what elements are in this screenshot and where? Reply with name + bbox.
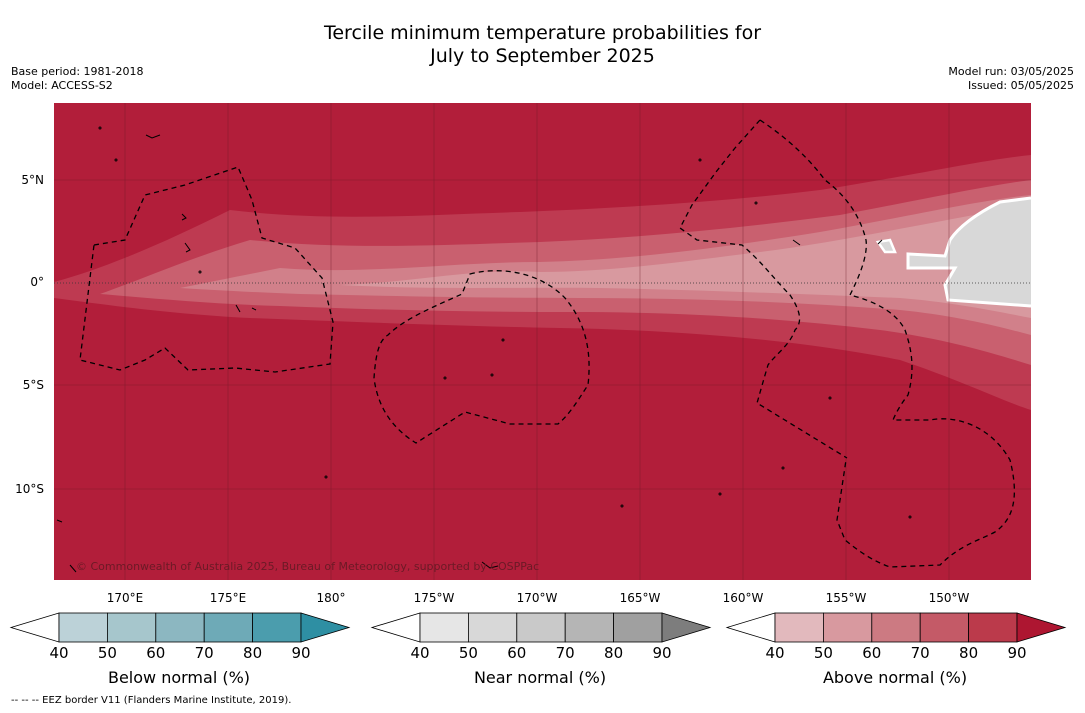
colorbar-above-segment <box>871 612 921 643</box>
lon-tick-label: 170°W <box>517 591 558 605</box>
lon-tick-label: 150°W <box>929 591 970 605</box>
colorbar-near-segment <box>419 612 469 643</box>
colorbar-below-extend-high <box>300 612 351 643</box>
colorbar-near-segment <box>467 612 518 643</box>
eez-tokelau-howland <box>373 270 590 444</box>
colorbar-above-segment <box>919 612 970 643</box>
lon-tick-label: 155°W <box>826 591 867 605</box>
colorbar-above-label: Above normal (%) <box>822 668 968 687</box>
eez-kiribati-gilbert <box>79 166 334 373</box>
colorbar-above-tick-label: 90 <box>1007 644 1026 662</box>
colorbar-near-extend-high <box>661 612 712 643</box>
colorbar-above-normal: 40 50 60 70 80 90 <box>725 612 1067 662</box>
map-copyright: © Commonwealth of Australia 2025, Bureau… <box>76 560 539 573</box>
eez-line-islands-west <box>679 119 848 459</box>
colorbar-above-segment <box>774 612 824 643</box>
lon-tick-labels: 170°E 175°E 180° 175°W 170°W 165°W 160°W… <box>107 591 970 605</box>
graticule <box>54 103 1031 580</box>
colorbar-below-tick-label: 50 <box>98 644 117 662</box>
colorbar-below-tick-label: 40 <box>49 644 68 662</box>
probability-field <box>54 103 1031 580</box>
colorbar-above-tick-label: 80 <box>959 644 978 662</box>
near-normal-boundary <box>906 196 1031 308</box>
colorbar-near-segment <box>516 612 566 643</box>
colorbar-near-tick-label: 40 <box>410 644 429 662</box>
island-coastlines <box>56 126 912 573</box>
colorbar-near-normal: 40 50 60 70 80 90 <box>370 612 712 662</box>
band-above-50 <box>340 205 1031 318</box>
title-line-2: July to September 2025 <box>430 45 655 67</box>
lon-tick-label: 170°E <box>107 591 144 605</box>
colorbar-near-tick-label: 90 <box>652 644 671 662</box>
lat-tick-label: 10°S <box>15 482 44 496</box>
colorbar-below-tick-label: 70 <box>195 644 214 662</box>
model-name: Model: ACCESS-S2 <box>11 79 113 92</box>
colorbar-below-tick-label: 90 <box>291 644 310 662</box>
band-above-60 <box>180 195 1031 335</box>
model-run: Model run: 03/05/2025 <box>948 65 1074 78</box>
eez-line-islands-north <box>759 119 1016 568</box>
lon-tick-label: 175°E <box>210 591 247 605</box>
colorbar-above-segment <box>823 612 873 643</box>
lat-tick-label: 5°S <box>23 378 44 392</box>
colorbar-below-tick-label: 60 <box>146 644 165 662</box>
colorbar-above-tick-label: 70 <box>911 644 930 662</box>
colorbar-near-segment <box>613 612 663 643</box>
near-normal-islet <box>875 238 897 254</box>
colorbar-above-tick-label: 60 <box>862 644 881 662</box>
colorbar-below-extend-low <box>9 612 60 643</box>
meta-left: Base period: 1981-2018 Model: ACCESS-S2 <box>11 65 143 93</box>
colorbar-below-segment <box>252 612 302 643</box>
colorbar-below-segment <box>58 612 108 643</box>
colorbar-below-tick-label: 80 <box>243 644 262 662</box>
colorbar-near-tick-label: 50 <box>459 644 478 662</box>
map-title: Tercile minimum temperature probabilitie… <box>0 22 1085 68</box>
colorbar-above-tick-label: 40 <box>765 644 784 662</box>
meta-right: Model run: 03/05/2025 Issued: 05/05/2025 <box>948 65 1074 93</box>
colorbar-near-extend-low <box>370 612 421 643</box>
lat-tick-labels: 5°N 0° 5°S 10°S <box>15 173 44 496</box>
colorbar-near-tick-label: 70 <box>556 644 575 662</box>
lon-tick-label: 165°W <box>620 591 661 605</box>
colorbar-above-segment <box>968 612 1018 643</box>
colorbar-near-tick-label: 80 <box>604 644 623 662</box>
eez-footnote: -- -- -- EEZ border V11 (Flanders Marine… <box>11 695 292 706</box>
colorbar-above-tick-label: 50 <box>814 644 833 662</box>
lat-tick-label: 0° <box>30 275 44 289</box>
base-period: Base period: 1981-2018 <box>11 65 144 78</box>
colorbar-near-segment <box>564 612 615 643</box>
colorbar-near-tick-label: 60 <box>507 644 526 662</box>
colorbar-below-normal: 40 50 60 70 80 90 <box>9 612 351 662</box>
near-normal-region <box>908 198 1031 306</box>
colorbar-above-extend-low <box>725 612 776 643</box>
colorbar-above-extend-high <box>1016 612 1067 643</box>
issued-date: Issued: 05/05/2025 <box>967 79 1074 92</box>
lon-tick-label: 180° <box>317 591 346 605</box>
lat-tick-label: 5°N <box>21 173 44 187</box>
colorbar-below-segment <box>107 612 157 643</box>
colorbar-below-segment <box>155 612 205 643</box>
title-line-1: Tercile minimum temperature probabilitie… <box>323 22 762 44</box>
lon-tick-label: 175°W <box>414 591 455 605</box>
colorbar-near-label: Near normal (%) <box>473 668 607 687</box>
eez-borders <box>79 119 1016 568</box>
colorbar-below-segment <box>203 612 253 643</box>
colorbar-below-label: Below normal (%) <box>107 668 251 687</box>
lon-tick-label: 160°W <box>723 591 764 605</box>
